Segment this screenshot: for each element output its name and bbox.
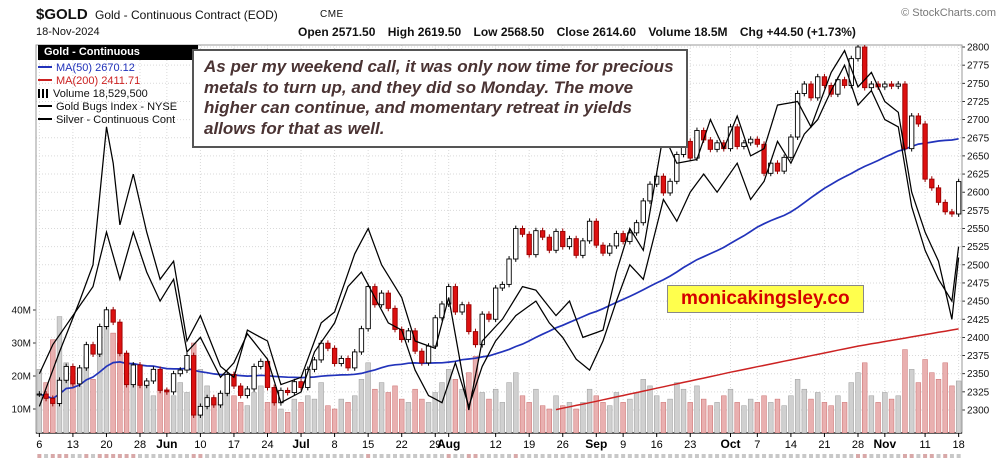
svg-text:13: 13 <box>67 439 79 451</box>
ticker-symbol: $GOLD <box>36 6 88 23</box>
chart-legend: Gold - Continuous MA(50) 2670.12 MA(200)… <box>38 45 198 127</box>
svg-text:Jun: Jun <box>156 437 177 451</box>
legend-volume: Volume 18,529,500 <box>38 88 198 101</box>
svg-text:Nov: Nov <box>873 437 896 451</box>
svg-text:2475: 2475 <box>967 278 990 289</box>
svg-text:6: 6 <box>36 439 42 451</box>
svg-text:17: 17 <box>228 439 240 451</box>
svg-text:14: 14 <box>785 439 797 451</box>
svg-text:2725: 2725 <box>967 97 990 108</box>
hui-line-icon <box>38 105 52 107</box>
svg-text:28: 28 <box>134 439 146 451</box>
svg-text:16: 16 <box>651 439 663 451</box>
volume-label: Volume <box>648 25 691 39</box>
volume-bars-icon <box>38 89 49 98</box>
svg-text:10M: 10M <box>12 405 31 416</box>
svg-text:2625: 2625 <box>967 170 990 181</box>
legend-ma200-label: MA(200) 2411.71 <box>56 75 141 87</box>
svg-text:12: 12 <box>490 439 502 451</box>
svg-text:30M: 30M <box>12 339 31 350</box>
close-value: 2614.60 <box>592 25 636 39</box>
svg-text:20M: 20M <box>12 372 31 383</box>
svg-text:2425: 2425 <box>967 315 990 326</box>
ma50-line-icon <box>38 66 52 68</box>
svg-text:2700: 2700 <box>967 115 990 126</box>
svg-text:2400: 2400 <box>967 333 990 344</box>
svg-text:21: 21 <box>818 439 830 451</box>
high-label: High <box>387 25 415 39</box>
svg-text:Aug: Aug <box>437 437 460 451</box>
svg-text:2350: 2350 <box>967 369 990 380</box>
analyst-annotation: As per my weekend call, it was only now … <box>192 49 688 148</box>
chart-date: 18-Nov-2024 <box>36 26 100 38</box>
legend-volume-label: Volume 18,529,500 <box>53 88 148 100</box>
svg-text:2750: 2750 <box>967 79 990 90</box>
svg-text:26: 26 <box>557 439 569 451</box>
svg-text:29: 29 <box>429 439 441 451</box>
svg-text:2800: 2800 <box>967 43 990 54</box>
open-label: Open <box>298 25 329 39</box>
svg-text:19: 19 <box>523 439 535 451</box>
svg-text:11: 11 <box>919 439 930 451</box>
legend-ma200: MA(200) 2411.71 <box>38 75 198 88</box>
ma200-line-icon <box>38 79 52 81</box>
legend-hui: Gold Bugs Index - NYSE <box>38 101 198 114</box>
svg-text:2525: 2525 <box>967 242 990 253</box>
svg-text:Jul: Jul <box>292 437 309 451</box>
svg-text:2325: 2325 <box>967 387 990 398</box>
legend-ma50: MA(50) 2670.12 <box>38 62 198 75</box>
silver-line-icon <box>38 118 52 120</box>
source-credit: © StockCharts.com <box>901 7 996 19</box>
svg-text:20: 20 <box>100 439 112 451</box>
chart-title: Gold - Continuous Contract (EOD) <box>95 8 278 22</box>
high-value: 2619.50 <box>417 25 462 39</box>
low-value: 2568.50 <box>500 25 545 39</box>
legend-hui-label: Gold Bugs Index - NYSE <box>56 101 178 113</box>
legend-ma50-label: MA(50) 2670.12 <box>56 62 135 74</box>
svg-text:15: 15 <box>362 439 374 451</box>
volume-value: 18.5M <box>694 25 728 39</box>
exchange-label: CME <box>320 9 344 20</box>
svg-text:22: 22 <box>396 439 408 451</box>
chg-value: +44.50 (+1.73%) <box>766 25 856 39</box>
svg-text:2500: 2500 <box>967 260 990 271</box>
watermark-monicakingsley: monicakingsley.co <box>667 285 864 313</box>
chg-label: Chg <box>739 25 764 39</box>
svg-text:2675: 2675 <box>967 133 990 144</box>
svg-text:Oct: Oct <box>720 437 740 451</box>
legend-silver: Silver - Continuous Cont <box>38 114 198 127</box>
legend-silver-label: Silver - Continuous Cont <box>56 114 176 126</box>
svg-text:7: 7 <box>754 439 760 451</box>
svg-text:2600: 2600 <box>967 188 990 199</box>
svg-text:10: 10 <box>194 439 206 451</box>
legend-main-series: Gold - Continuous <box>38 45 198 60</box>
open-value: 2571.50 <box>332 25 376 39</box>
quote-summary: Open 2571.50 High 2619.50 Low 2568.50 Cl… <box>298 25 865 39</box>
svg-text:28: 28 <box>852 439 864 451</box>
svg-text:2450: 2450 <box>967 297 990 308</box>
close-label: Close <box>556 25 590 39</box>
svg-text:2575: 2575 <box>967 206 990 217</box>
svg-text:18: 18 <box>953 439 965 451</box>
svg-text:2650: 2650 <box>967 151 990 162</box>
svg-text:40M: 40M <box>12 306 31 317</box>
svg-text:9: 9 <box>620 439 626 451</box>
low-label: Low <box>473 25 498 39</box>
svg-text:2300: 2300 <box>967 406 990 417</box>
svg-text:2375: 2375 <box>967 351 990 362</box>
svg-text:2550: 2550 <box>967 224 990 235</box>
svg-text:8: 8 <box>332 439 338 451</box>
svg-text:Sep: Sep <box>585 437 607 451</box>
svg-text:24: 24 <box>261 439 273 451</box>
svg-text:23: 23 <box>684 439 696 451</box>
svg-text:2775: 2775 <box>967 61 990 72</box>
